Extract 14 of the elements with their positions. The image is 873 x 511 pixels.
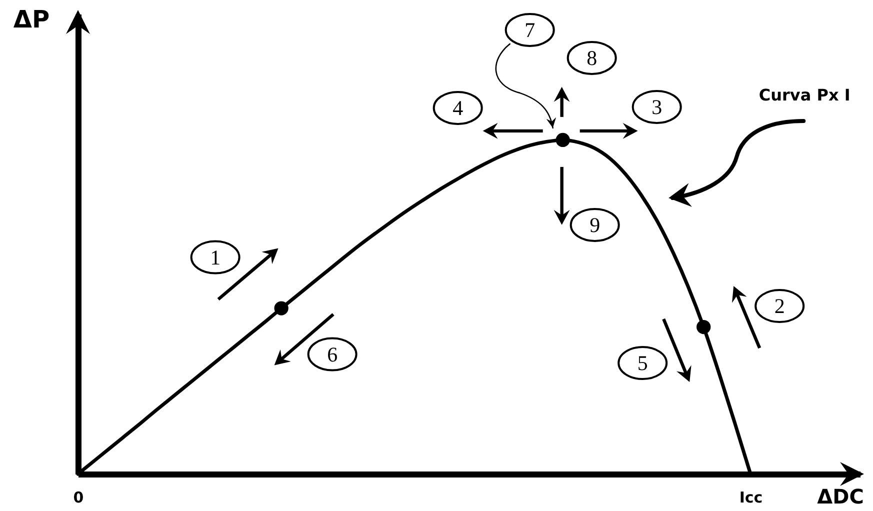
text: Curva Px I bbox=[758, 86, 850, 105]
y-axis-title: ΔP bbox=[13, 6, 50, 34]
annotation: 2 bbox=[774, 294, 785, 318]
text: 4 bbox=[452, 96, 464, 120]
annotation: 9 bbox=[590, 212, 600, 237]
text: 8 bbox=[586, 46, 598, 70]
annotation: 6 bbox=[327, 342, 338, 366]
x-tick-label: 0 bbox=[73, 488, 84, 506]
text: 3 bbox=[652, 94, 662, 119]
annotation: 5 bbox=[637, 351, 648, 376]
x-tick-label: Icc bbox=[739, 488, 763, 506]
x-axis-title: ΔDC bbox=[817, 484, 864, 508]
annotation: 1 bbox=[210, 245, 221, 270]
text: 7 bbox=[524, 18, 536, 42]
